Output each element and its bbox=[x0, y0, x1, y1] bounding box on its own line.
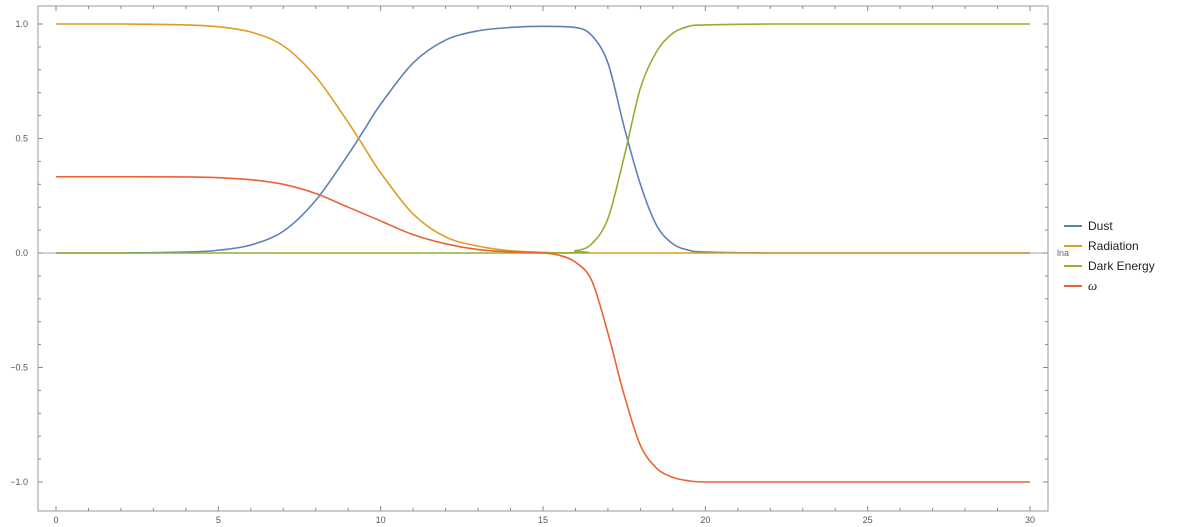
x-tick-label: 20 bbox=[700, 515, 710, 525]
series-radiation-line bbox=[55, 23, 1030, 254]
frame-box bbox=[37, 5, 1049, 512]
series-lines bbox=[55, 23, 1030, 483]
legend-label: Radiation bbox=[1088, 239, 1139, 253]
legend-item-dark-energy: Dark Energy bbox=[1064, 259, 1155, 273]
legend-label: Dust bbox=[1088, 219, 1113, 233]
x-tick-label: 10 bbox=[376, 515, 386, 525]
legend-label: ω bbox=[1088, 278, 1097, 293]
y-tick-label: −0.5 bbox=[10, 363, 28, 373]
legend-item-dust: Dust bbox=[1064, 219, 1113, 233]
legend: Dust Radiation Dark Energy ω bbox=[1064, 219, 1155, 293]
series-dust-line bbox=[56, 25, 1030, 254]
x-tick-label: 5 bbox=[216, 515, 221, 525]
x-tick-label: 0 bbox=[53, 515, 58, 525]
x-tick-label: 30 bbox=[1025, 515, 1035, 525]
legend-label: Dark Energy bbox=[1088, 259, 1155, 273]
x-tick-label: 25 bbox=[863, 515, 873, 525]
series-dark-energy-line bbox=[56, 23, 1030, 254]
y-tick-label: 0.0 bbox=[15, 248, 28, 258]
axis-ticks: 0 5 10 15 20 25 30 −1.0 −0.5 0.0 0.5 1.0 bbox=[10, 6, 1048, 525]
series-omega-line bbox=[56, 175, 1030, 483]
x-tick-label: 15 bbox=[538, 515, 548, 525]
plot-frame bbox=[37, 5, 1049, 512]
y-tick-label: 1.0 bbox=[15, 19, 28, 29]
y-tick-label: 0.5 bbox=[15, 134, 28, 144]
legend-item-radiation: Radiation bbox=[1064, 239, 1139, 253]
legend-item-omega: ω bbox=[1064, 278, 1097, 293]
x-axis-label: lna bbox=[1057, 248, 1069, 258]
y-tick-label: −1.0 bbox=[10, 477, 28, 487]
